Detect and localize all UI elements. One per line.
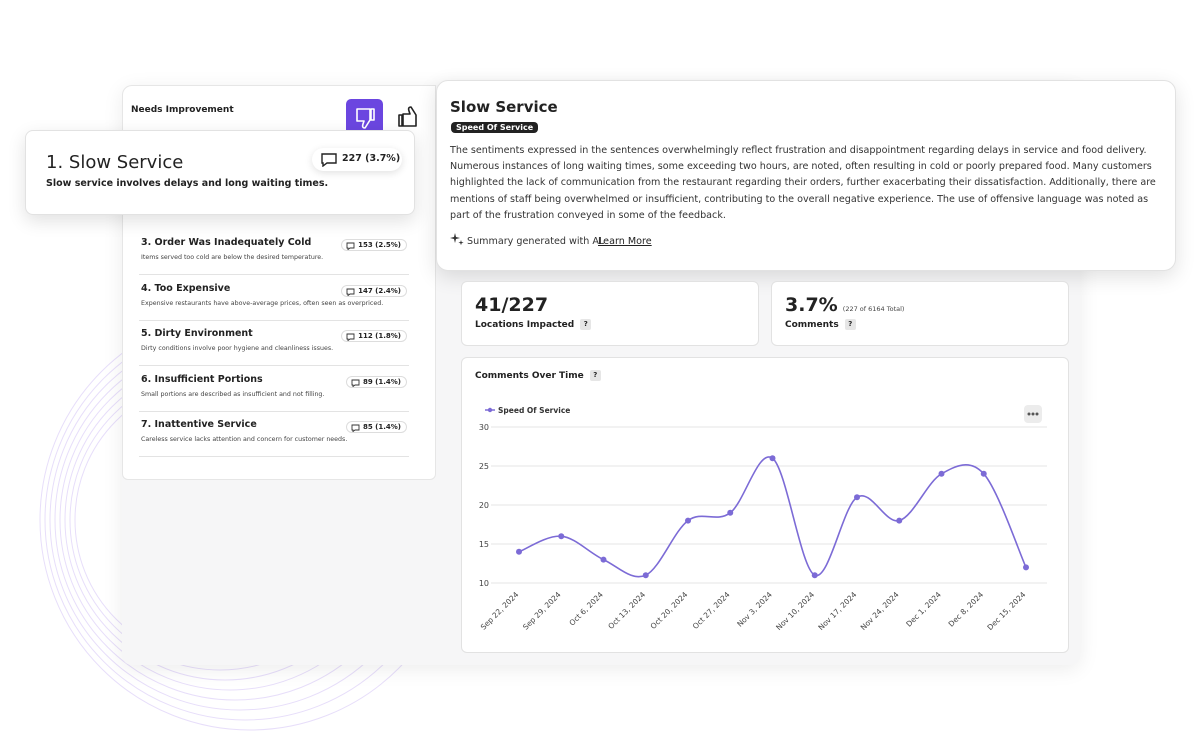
issue-title: 5. Dirty Environment [141, 328, 253, 339]
x-tick-label: Oct 27, 2024 [691, 590, 732, 631]
series-line [518, 456, 1027, 578]
issue-row[interactable]: 4. Too Expensive Expensive restaurants ha… [139, 275, 409, 321]
issue-count: 89 (1.4%) [346, 375, 407, 388]
summary-card: Slow Service Speed Of Service The sentim… [436, 80, 1176, 271]
x-tick-label: Oct 20, 2024 [649, 590, 690, 631]
issue-row[interactable]: 5. Dirty Environment Dirty conditions inv… [139, 320, 409, 366]
issue-count: 112 (1.8%) [341, 330, 407, 342]
data-point [600, 556, 607, 563]
x-tick-label: Nov 3, 2024 [735, 590, 774, 629]
issue-description: Items served too cold are below the desi… [141, 254, 324, 261]
stat-note: (227 of 6164 Total) [842, 305, 905, 313]
ai-note: Summary generated with AI. [467, 236, 605, 247]
y-tick-label: 15 [479, 540, 489, 549]
x-tick-label: Dec 1, 2024 [904, 590, 943, 629]
stat-card: 41/227 Locations Impacted? [461, 281, 759, 346]
y-tick-label: 10 [479, 579, 489, 588]
comment-icon [346, 333, 355, 341]
comment-icon [351, 379, 360, 387]
issue-row[interactable]: 6. Insufficient Portions Small portions a… [139, 366, 409, 412]
data-point [685, 517, 691, 524]
thumbs-down-icon [356, 108, 375, 129]
learn-more-link[interactable]: Learn More [598, 236, 652, 247]
y-tick-label: 30 [479, 423, 489, 432]
help-icon[interactable]: ? [844, 319, 856, 330]
issue-count: 85 (1.4%) [346, 421, 407, 433]
list-title: Needs Improvement [131, 105, 234, 115]
data-point [558, 533, 565, 540]
featured-count: 227 (3.7%) [342, 153, 401, 164]
data-point [896, 517, 903, 524]
data-point [811, 572, 818, 579]
chart-menu[interactable] [1024, 405, 1042, 423]
chart-title-row: Comments Over Time? [475, 370, 601, 381]
featured-description: Slow service involves delays and long wa… [46, 178, 329, 189]
issue-count: 153 (2.5%) [341, 239, 407, 251]
summary-tag: Speed Of Service [451, 122, 539, 133]
y-tick-label: 20 [479, 501, 489, 510]
issue-description: Small portions are described as insuffic… [141, 390, 325, 398]
data-point [727, 509, 734, 516]
featured-count-badge: 227 (3.7%) [312, 148, 402, 171]
issue-count: 147 (2.4%) [341, 284, 407, 297]
featured-issue[interactable]: 1. Slow Service Slow service involves de… [25, 130, 415, 215]
summary-title: Slow Service [450, 98, 558, 116]
issue-title: 7. Inattentive Service [141, 419, 257, 430]
data-point [516, 548, 522, 555]
stat-label: Locations Impacted? [475, 319, 592, 330]
data-point [769, 455, 776, 462]
stat-label-text: Comments [785, 320, 839, 330]
stat-label: Comments? [785, 319, 856, 330]
legend-label: Speed Of Service [498, 406, 570, 415]
issue-description: Expensive restaurants have above-average… [141, 299, 384, 307]
x-tick-label: Oct 6, 2024 [567, 590, 605, 628]
help-icon[interactable]: ? [580, 319, 592, 330]
comment-icon [346, 242, 355, 250]
summary-text: The sentiments expressed in the sentence… [450, 145, 1156, 221]
x-tick-label: Sep 22, 2024 [479, 590, 521, 632]
data-point [854, 494, 860, 501]
issue-description: Careless service lacks attention and con… [141, 436, 348, 443]
issue-title: 3. Order Was Inadequately Cold [141, 237, 312, 248]
data-point [980, 470, 987, 477]
issue-title: 6. Insufficient Portions [141, 373, 263, 385]
x-tick-label: Nov 24, 2024 [859, 590, 901, 632]
thumbs-up-icon [398, 106, 417, 127]
issue-row[interactable]: 3. Order Was Inadequately Cold Items serv… [139, 229, 409, 275]
stat-value-row: 3.7% (227 of 6164 Total) [785, 294, 904, 316]
legend-dot [487, 407, 493, 413]
comment-icon [321, 153, 337, 167]
issue-row[interactable]: 7. Inattentive Service Careless service l… [139, 411, 409, 457]
line-chart: 10 15 20 25 30 Sep 22, 2024 Sep 29, 2024 Oct 6,… [479, 405, 1047, 632]
issue-description: Dirty conditions involve poor hygiene an… [141, 345, 334, 352]
comment-icon [351, 424, 360, 432]
data-point [642, 572, 649, 579]
stat-card: 3.7% (227 of 6164 Total) Comments? [771, 281, 1069, 346]
data-point [1023, 564, 1029, 571]
x-tick-label: Nov 10, 2024 [774, 590, 816, 632]
data-point [938, 470, 945, 477]
x-tick-label: Nov 17, 2024 [816, 590, 858, 632]
chart-title: Comments Over Time [475, 371, 584, 381]
stat-value: 3.7% [785, 294, 838, 316]
help-icon[interactable]: ? [589, 370, 601, 381]
x-tick-label: Dec 15, 2024 [985, 590, 1027, 632]
thumbs-up-button[interactable] [390, 99, 427, 137]
x-tick-label: Sep 29, 2024 [521, 590, 563, 632]
x-tick-label: Oct 13, 2024 [606, 590, 647, 631]
comment-icon [346, 288, 355, 296]
sparkle-icon [450, 233, 464, 246]
featured-title: 1. Slow Service [46, 152, 184, 173]
y-tick-label: 25 [479, 462, 489, 471]
stat-label-text: Locations Impacted [475, 320, 575, 330]
stat-value: 41/227 [475, 294, 549, 316]
issue-title: 4. Too Expensive [141, 282, 231, 294]
x-tick-label: Dec 8, 2024 [947, 590, 986, 629]
